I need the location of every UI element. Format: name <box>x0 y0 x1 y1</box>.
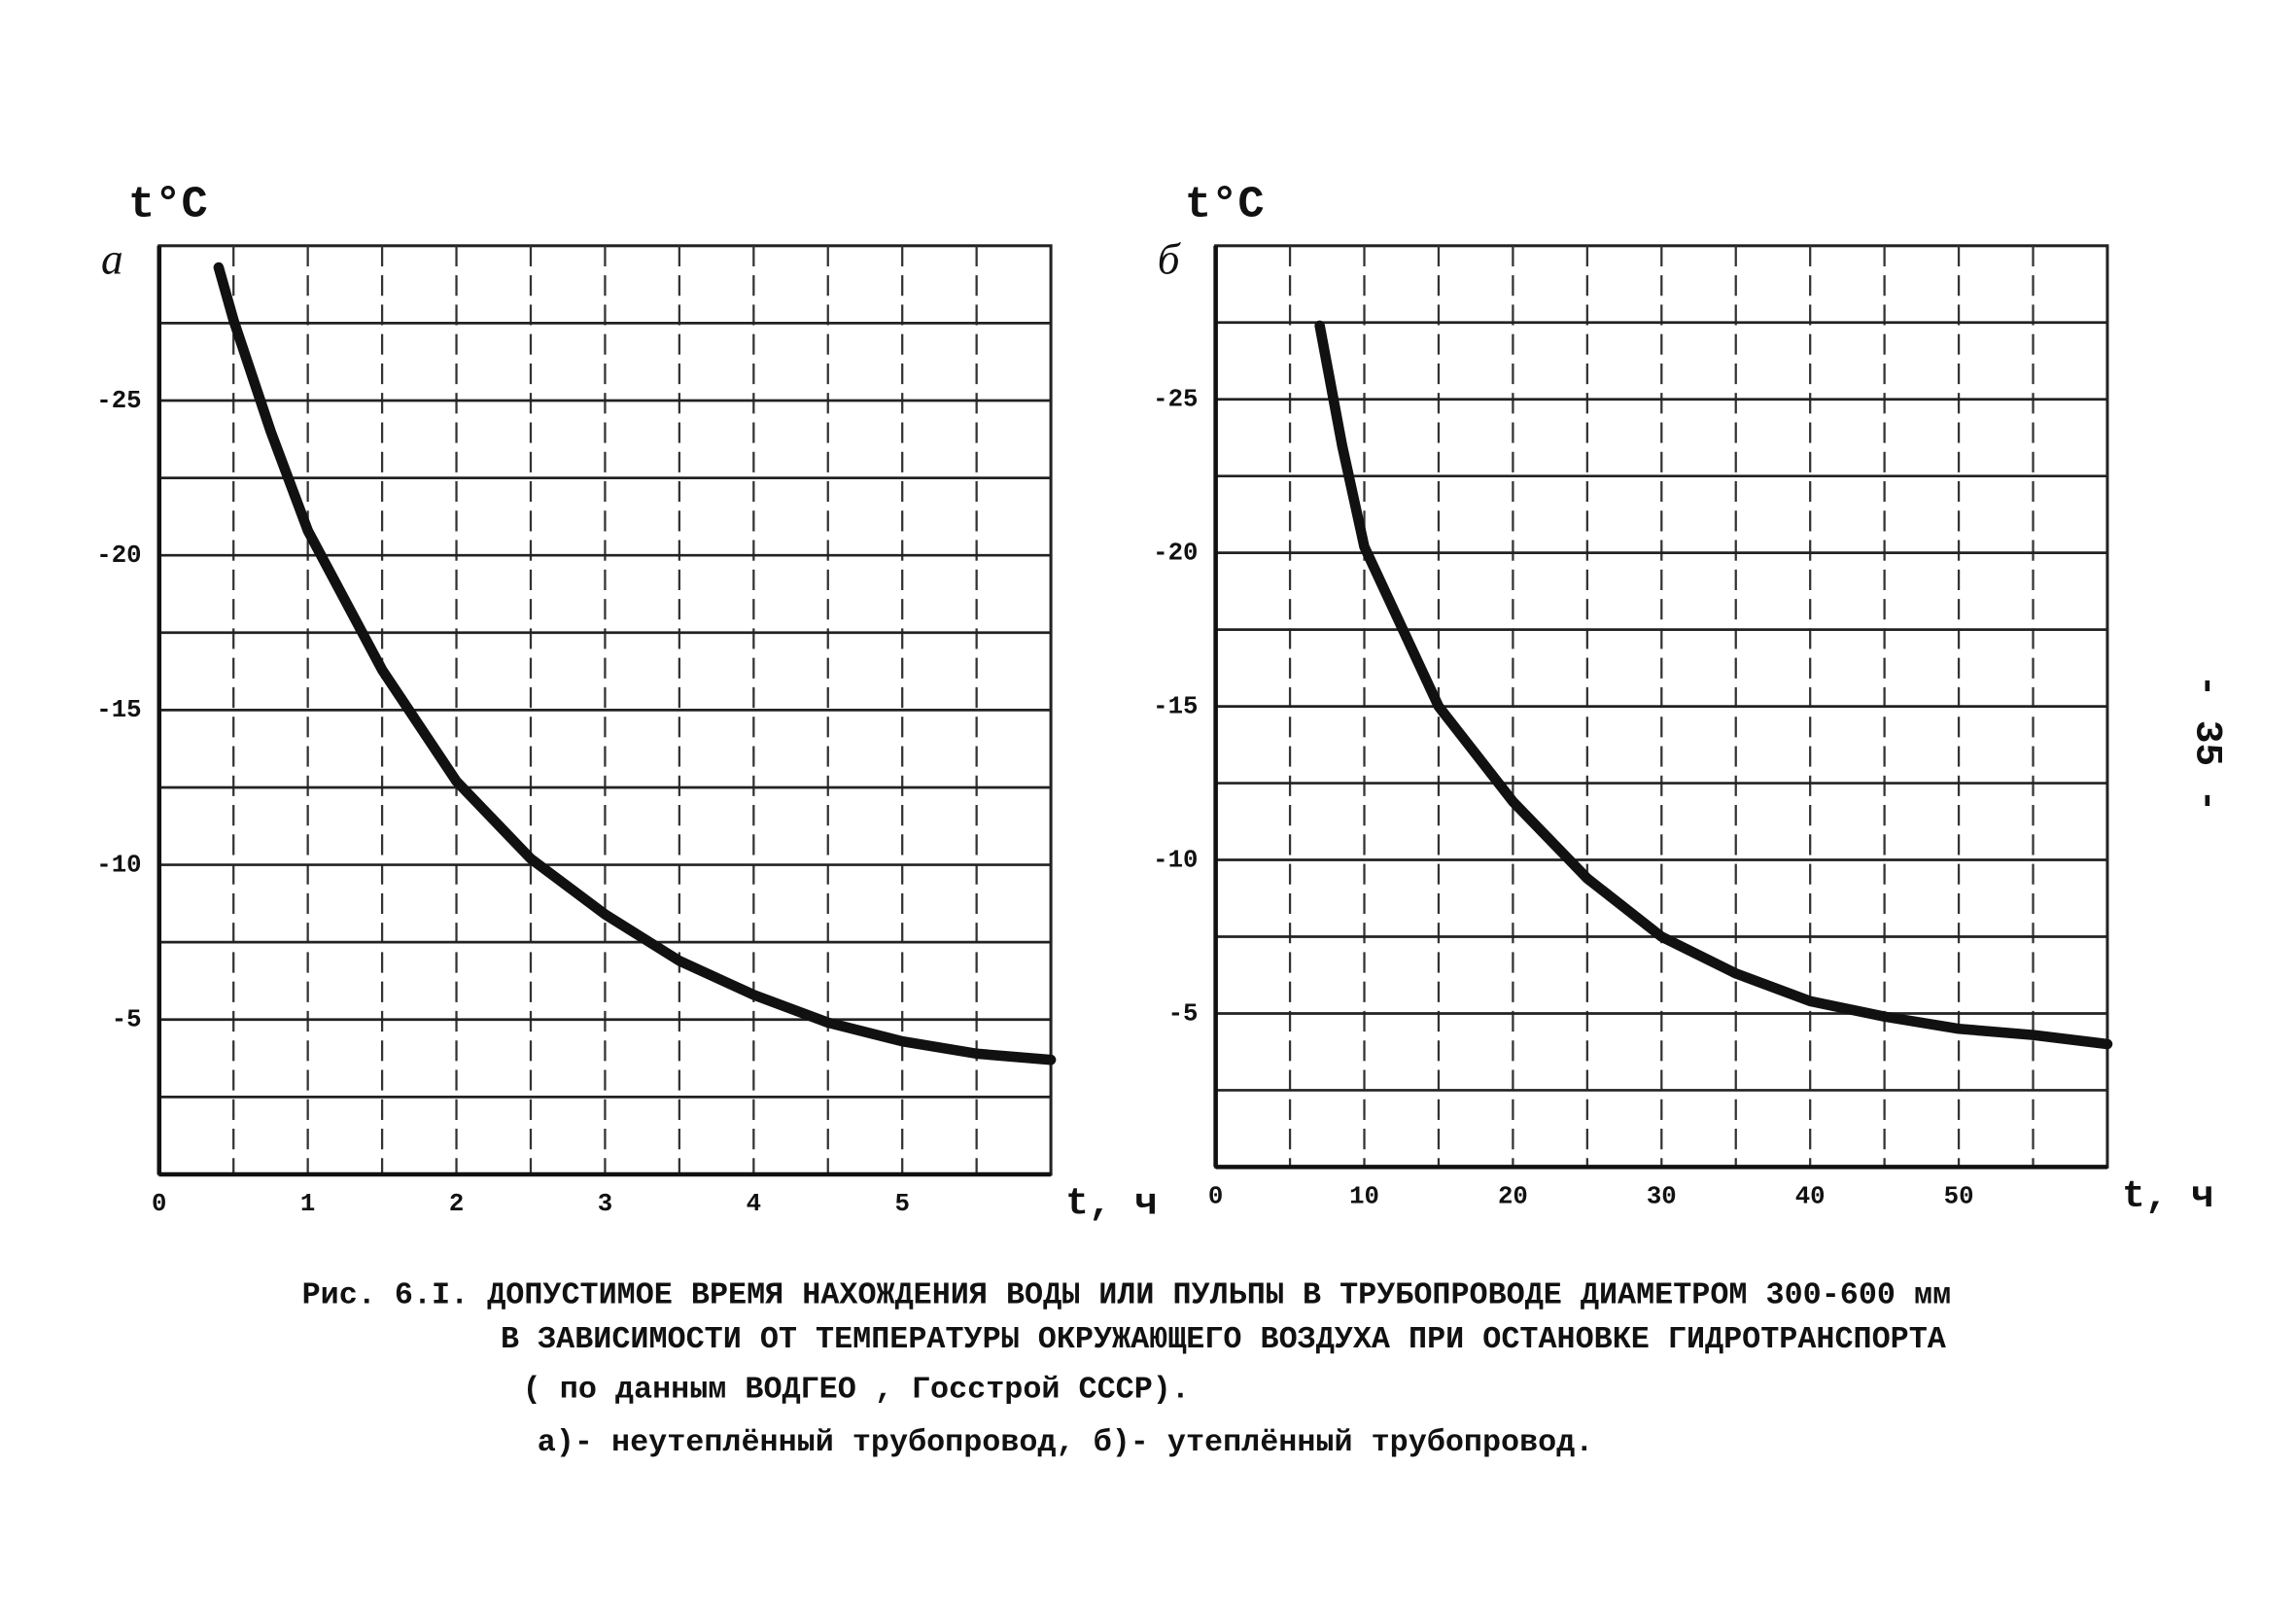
y-tick-label: -25 <box>1153 386 1198 414</box>
x-tick-label: 5 <box>894 1190 909 1218</box>
y-tick-label: -5 <box>112 1006 142 1034</box>
x-axis-title: t, ч <box>2122 1174 2213 1218</box>
y-tick-label: -15 <box>96 696 141 724</box>
panel-label: а <box>101 234 123 283</box>
y-tick-label: -5 <box>1168 999 1199 1028</box>
y-tick-label: -10 <box>1153 846 1198 874</box>
x-tick-label: 4 <box>747 1190 761 1218</box>
x-axis-title: t, ч <box>1065 1182 1157 1226</box>
y-tick-label: -25 <box>96 387 141 415</box>
caption-line: а)- неутеплённый трубопровод, б)- утеплё… <box>538 1425 1594 1460</box>
caption-line: ( по данным ВОДГЕО , Госстрой СССР). <box>523 1372 1190 1407</box>
x-tick-label: 3 <box>598 1190 612 1218</box>
y-tick-label: -15 <box>1153 692 1198 720</box>
x-tick-label: 20 <box>1498 1182 1528 1210</box>
y-axis-title: t°C <box>128 179 208 229</box>
y-tick-label: -10 <box>96 851 141 879</box>
y-tick-label: -20 <box>1153 539 1198 567</box>
page-number: - 35 - <box>2185 675 2229 813</box>
x-tick-label: 50 <box>1944 1182 1974 1210</box>
caption-line: Рис. 6.I. ДОПУСТИМОЕ ВРЕМЯ НАХОЖДЕНИЯ ВО… <box>302 1277 1952 1312</box>
x-tick-label: 2 <box>449 1190 464 1218</box>
curve <box>1314 320 2113 1050</box>
x-tick-label: 30 <box>1647 1182 1677 1210</box>
x-tick-label: 40 <box>1795 1182 1826 1210</box>
curve <box>213 262 1057 1066</box>
x-tick-label: 0 <box>1208 1182 1223 1210</box>
x-tick-label: 10 <box>1349 1182 1379 1210</box>
y-axis-title: t°C <box>1185 179 1265 229</box>
caption-line: В ЗАВИСИМОСТИ ОТ ТЕМПЕРАТУРЫ ОКРУЖАЮЩЕГО… <box>501 1322 1947 1357</box>
x-tick-label: 0 <box>152 1190 166 1218</box>
y-tick-label: -20 <box>96 541 141 570</box>
x-tick-label: 1 <box>300 1190 315 1218</box>
panel-label: б <box>1158 234 1182 283</box>
